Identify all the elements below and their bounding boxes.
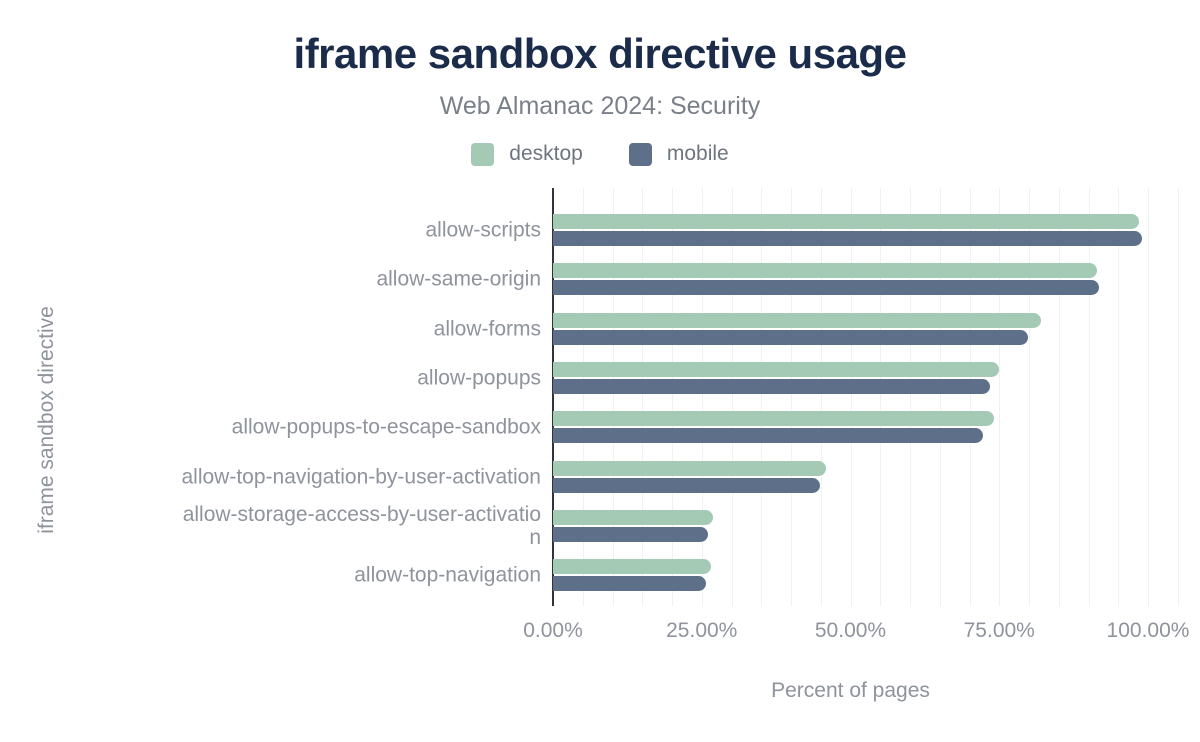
bar-desktop-allow-forms[interactable] <box>553 312 1042 328</box>
plot-area: allow-scripts allow-same-origin allow-form… <box>0 188 1200 606</box>
gridline <box>850 188 852 606</box>
category-label: allow-storage-access-by-user-activatio n <box>182 502 541 549</box>
bar-desktop-allow-popups[interactable] <box>553 361 1000 377</box>
category-label: allow-popups <box>417 366 541 390</box>
x-tick-label: 50.00% <box>814 619 887 642</box>
category-label: allow-forms <box>433 317 541 341</box>
bar-mobile-allow-storage-access-by-user-activation[interactable] <box>553 526 709 542</box>
bar-desktop-allow-storage-access-by-user-activation[interactable] <box>553 509 714 525</box>
legend-label: mobile <box>666 142 729 165</box>
bar-mobile-allow-popups[interactable] <box>553 378 990 394</box>
bar-desktop-allow-top-navigation[interactable] <box>553 559 712 575</box>
bar-mobile-allow-top-navigation[interactable] <box>553 576 706 592</box>
gridline <box>910 188 911 606</box>
chart-subtitle: Web Almanac 2024: Security <box>439 92 761 120</box>
gridline <box>1029 188 1030 606</box>
x-tick-label: 25.00% <box>666 619 738 642</box>
bar-desktop-allow-popups-to-escape-sandbox[interactable] <box>553 411 995 427</box>
category-label: allow-popups-to-escape-sandbox <box>231 415 541 439</box>
gridline <box>999 188 1001 606</box>
gridline <box>672 188 673 606</box>
gridline <box>1148 188 1149 606</box>
gridline <box>731 188 733 606</box>
x-tick-label: 100.00% <box>1106 619 1190 642</box>
legend-label: desktop <box>509 142 583 165</box>
gridline <box>939 188 941 606</box>
gridline <box>582 188 584 606</box>
gridline <box>761 188 763 606</box>
gridline <box>1118 188 1120 606</box>
legend-item-mobile: mobile <box>628 142 729 166</box>
gridline <box>1058 188 1060 606</box>
bar-mobile-allow-scripts[interactable] <box>553 231 1143 246</box>
bar-mobile-allow-same-origin[interactable] <box>553 280 1100 296</box>
x-tick-label: 0.00% <box>523 619 583 642</box>
gridline <box>969 188 971 606</box>
gridline <box>880 188 882 606</box>
category-label: allow-same-origin <box>376 267 541 291</box>
legend: desktop mobile <box>0 140 1200 168</box>
legend-swatch-mobile <box>628 142 652 166</box>
gridline <box>701 188 703 606</box>
bar-desktop-allow-same-origin[interactable] <box>553 263 1097 279</box>
x-tick-label: 75.00% <box>963 619 1035 642</box>
category-label: allow-scripts <box>425 218 541 242</box>
category-label: allow-top-navigation <box>354 563 541 587</box>
chart-title: iframe sandbox directive usage <box>293 30 907 77</box>
gridline <box>791 188 792 606</box>
gridline <box>612 188 614 606</box>
gridline <box>820 188 822 606</box>
legend-item-desktop: desktop <box>471 142 583 166</box>
bar-mobile-allow-popups-to-escape-sandbox[interactable] <box>553 428 983 444</box>
bar-desktop-allow-scripts[interactable] <box>553 214 1140 229</box>
gridline <box>642 188 644 606</box>
gridline <box>1088 188 1090 606</box>
bar-desktop-allow-top-navigation-by-user-activation[interactable] <box>553 460 827 476</box>
x-axis-title: Percent of pages <box>771 679 930 702</box>
bar-mobile-allow-forms[interactable] <box>553 329 1028 345</box>
bar-mobile-allow-top-navigation-by-user-activation[interactable] <box>553 477 820 493</box>
legend-swatch-desktop <box>471 142 495 166</box>
gridline <box>1177 188 1179 606</box>
y-axis-line <box>552 188 554 606</box>
category-label: allow-top-navigation-by-user-activation <box>181 465 541 488</box>
